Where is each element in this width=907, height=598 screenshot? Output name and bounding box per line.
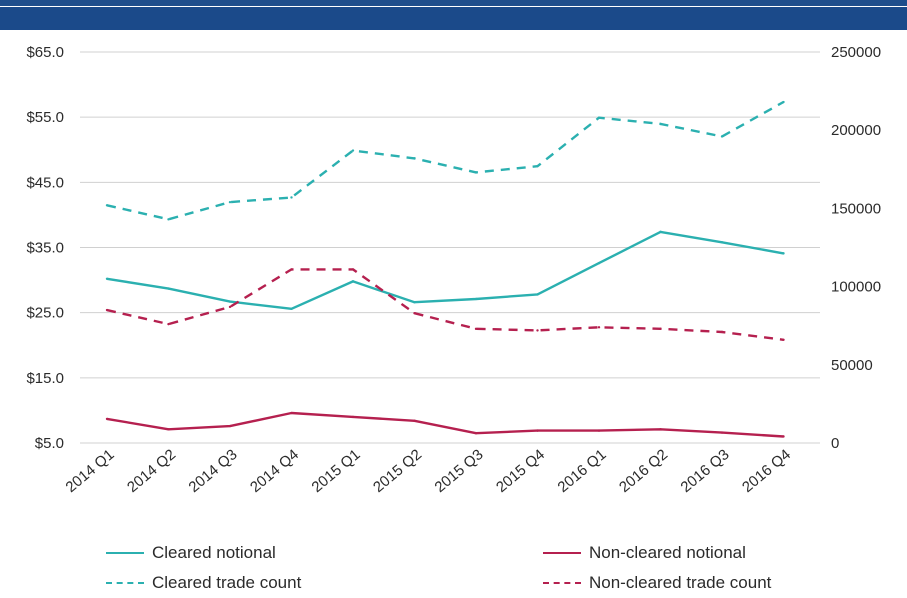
data-point-cleared-notional bbox=[228, 300, 232, 303]
data-point-non-cleared-notional bbox=[474, 432, 478, 435]
legend-swatch-non-cleared-trade-count bbox=[543, 582, 581, 584]
right-tick-label: 0 bbox=[831, 435, 839, 452]
data-point-non-cleared-trade-count bbox=[782, 338, 785, 341]
data-point-non-cleared-trade-count bbox=[413, 311, 416, 315]
data-point-non-cleared-trade-count bbox=[290, 268, 293, 271]
data-point-non-cleared-trade-count bbox=[167, 322, 170, 326]
data-point-cleared-trade-count bbox=[659, 122, 662, 126]
legend-label-cleared-notional: Cleared notional bbox=[152, 543, 276, 562]
data-point-non-cleared-notional bbox=[413, 419, 416, 423]
x-tick-label: 2016 Q4 bbox=[739, 446, 794, 496]
x-tick-label: 2016 Q2 bbox=[616, 446, 671, 496]
right-tick-label: 100000 bbox=[831, 279, 881, 296]
data-point-cleared-trade-count bbox=[351, 149, 355, 152]
data-point-non-cleared-notional bbox=[782, 435, 785, 438]
data-point-non-cleared-trade-count bbox=[659, 327, 662, 331]
data-point-cleared-notional bbox=[782, 252, 785, 255]
right-tick-label: 50000 bbox=[831, 357, 873, 374]
data-point-non-cleared-trade-count bbox=[597, 326, 601, 329]
legend: Cleared notional Non-cleared notional Cl… bbox=[0, 530, 907, 598]
x-tick-label: 2014 Q3 bbox=[186, 446, 241, 496]
data-point-cleared-notional bbox=[659, 230, 662, 234]
legend-swatch-cleared-notional bbox=[106, 552, 144, 554]
data-point-non-cleared-notional bbox=[597, 429, 601, 432]
x-tick-label: 2015 Q4 bbox=[493, 446, 548, 496]
data-point-non-cleared-trade-count bbox=[105, 308, 109, 312]
x-tick-label: 2014 Q1 bbox=[63, 446, 118, 496]
series-line-cleared-notional bbox=[106, 230, 784, 310]
data-point-cleared-trade-count bbox=[597, 116, 601, 119]
data-point-non-cleared-trade-count bbox=[720, 330, 724, 334]
legend-item-cleared-trade-count: Cleared trade count bbox=[106, 571, 301, 595]
series-line-non-cleared-trade-count bbox=[106, 268, 784, 341]
left-tick-label: $25.0 bbox=[26, 305, 64, 322]
legend-label-non-cleared-notional: Non-cleared notional bbox=[589, 543, 746, 562]
data-point-non-cleared-notional bbox=[105, 417, 109, 421]
data-point-non-cleared-notional bbox=[228, 424, 232, 428]
series-line-non-cleared-notional bbox=[106, 411, 784, 438]
data-point-cleared-notional bbox=[413, 301, 416, 304]
left-tick-label: $65.0 bbox=[26, 44, 64, 61]
legend-label-cleared-trade-count: Cleared trade count bbox=[152, 573, 302, 592]
x-axis-ticks: 2014 Q1 2014 Q2 2014 Q3 2014 Q4 2015 Q1 2015 … bbox=[63, 446, 795, 496]
data-point-cleared-notional bbox=[105, 277, 109, 280]
data-point-non-cleared-trade-count bbox=[536, 329, 539, 332]
data-point-cleared-trade-count bbox=[536, 164, 539, 168]
right-tick-label: 250000 bbox=[831, 44, 881, 61]
data-point-cleared-trade-count bbox=[228, 200, 232, 204]
data-point-non-cleared-notional bbox=[167, 428, 170, 431]
left-tick-label: $15.0 bbox=[26, 370, 64, 387]
x-tick-label: 2014 Q2 bbox=[124, 446, 179, 496]
data-point-non-cleared-notional bbox=[720, 431, 724, 434]
data-point-cleared-notional bbox=[474, 297, 478, 301]
top-band bbox=[0, 0, 907, 6]
left-tick-label: $55.0 bbox=[26, 109, 64, 126]
data-point-non-cleared-notional bbox=[351, 415, 355, 419]
left-tick-label: $45.0 bbox=[26, 174, 64, 191]
data-point-non-cleared-notional bbox=[659, 428, 662, 431]
legend-swatch-cleared-trade-count bbox=[106, 582, 144, 584]
data-point-cleared-trade-count bbox=[474, 171, 478, 174]
x-tick-label: 2014 Q4 bbox=[247, 446, 302, 496]
chart: $65.0 $55.0 $45.0 $35.0 $25.0 $15.0 $5.0 25000… bbox=[26, 44, 881, 496]
x-tick-label: 2016 Q3 bbox=[678, 446, 733, 496]
data-point-cleared-trade-count bbox=[167, 218, 170, 221]
legend-item-non-cleared-notional: Non-cleared notional bbox=[543, 541, 746, 565]
left-tick-label: $5.0 bbox=[35, 435, 64, 452]
data-point-non-cleared-notional bbox=[290, 411, 293, 415]
x-tick-label: 2015 Q3 bbox=[432, 446, 487, 496]
data-point-cleared-notional bbox=[536, 293, 539, 296]
legend-swatch-non-cleared-notional bbox=[543, 552, 581, 554]
right-tick-label: 150000 bbox=[831, 200, 881, 217]
data-point-cleared-notional bbox=[597, 261, 601, 265]
data-point-non-cleared-notional bbox=[536, 429, 539, 432]
data-point-non-cleared-trade-count bbox=[228, 305, 232, 309]
legend-item-cleared-notional: Cleared notional bbox=[106, 541, 276, 565]
series-lines bbox=[105, 100, 785, 438]
data-point-cleared-notional bbox=[720, 241, 724, 244]
left-tick-label: $35.0 bbox=[26, 240, 64, 257]
data-point-cleared-trade-count bbox=[413, 157, 416, 160]
data-point-cleared-trade-count bbox=[105, 204, 109, 207]
data-point-cleared-notional bbox=[167, 287, 170, 290]
series-line-cleared-trade-count bbox=[106, 100, 785, 221]
right-axis-ticks: 250000 200000 150000 100000 50000 0 bbox=[831, 44, 881, 452]
x-tick-label: 2015 Q1 bbox=[309, 446, 364, 496]
x-tick-label: 2016 Q1 bbox=[555, 446, 610, 496]
data-point-non-cleared-trade-count bbox=[351, 268, 355, 271]
data-point-cleared-notional bbox=[351, 280, 355, 283]
data-point-non-cleared-trade-count bbox=[474, 327, 478, 331]
data-point-cleared-trade-count bbox=[720, 135, 724, 138]
left-axis-ticks: $65.0 $55.0 $45.0 $35.0 $25.0 $15.0 $5.0 bbox=[26, 44, 64, 452]
x-tick-label: 2015 Q2 bbox=[370, 446, 425, 496]
gridlines bbox=[80, 51, 820, 444]
data-point-cleared-notional bbox=[290, 307, 293, 310]
legend-label-non-cleared-trade-count: Non-cleared trade count bbox=[589, 573, 772, 592]
header-bar bbox=[0, 7, 907, 30]
right-tick-label: 200000 bbox=[831, 122, 881, 139]
data-point-cleared-trade-count bbox=[290, 196, 293, 199]
data-point-cleared-trade-count bbox=[782, 100, 785, 104]
legend-item-non-cleared-trade-count: Non-cleared trade count bbox=[543, 571, 771, 595]
